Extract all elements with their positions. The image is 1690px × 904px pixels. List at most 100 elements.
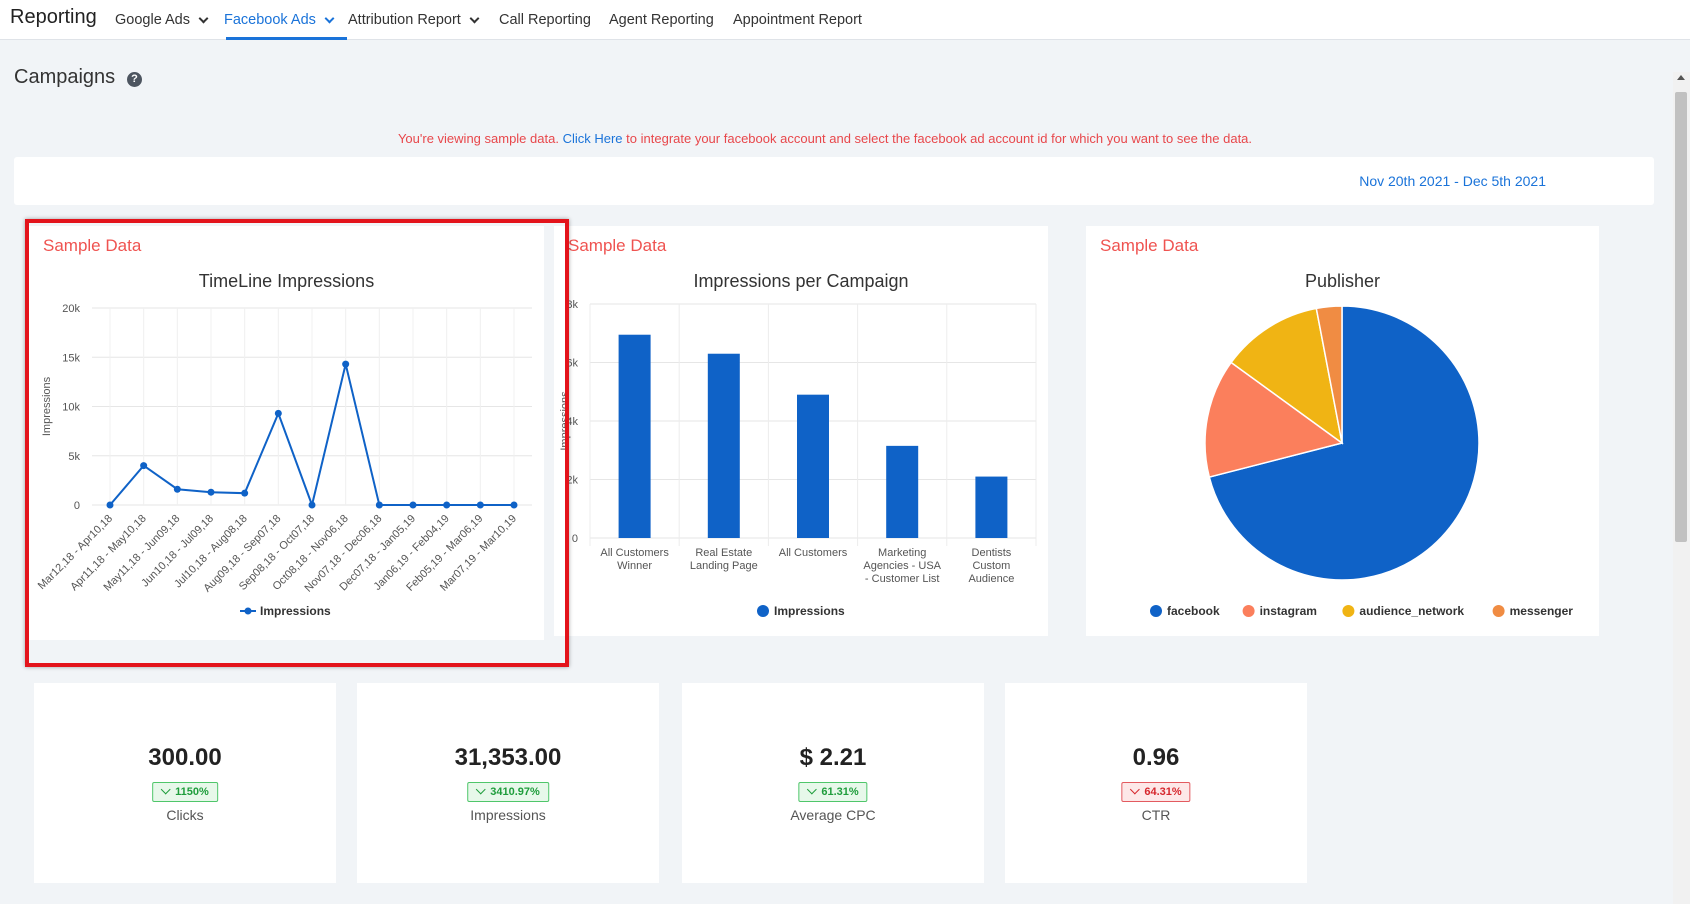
y-tick-label: 6k — [566, 358, 578, 370]
bar — [886, 445, 919, 538]
sample-data-label: Sample Data — [1100, 236, 1199, 255]
publisher-chart: facebook instagram audience_network messeng… — [1150, 305, 1574, 618]
sample-data-label: Sample Data — [43, 236, 142, 255]
x-tick-label: Real Estate — [695, 547, 752, 559]
chart-title: Publisher — [1304, 271, 1381, 291]
pie-slice-messenger — [1315, 305, 1343, 444]
stat-value: $ 2.21 — [799, 744, 867, 771]
pie-slice-facebook — [1208, 305, 1480, 581]
nav-attribution-report[interactable]: Attribution Report — [348, 9, 480, 31]
nav-label: Attribution Report — [348, 12, 461, 28]
bar — [975, 476, 1008, 538]
scroll-thumb[interactable] — [1675, 92, 1687, 542]
change-badge: 61.31% — [798, 782, 868, 802]
click-here-link[interactable]: Click Here — [562, 131, 623, 146]
legend-label: messenger — [1510, 604, 1574, 618]
nav-google-ads[interactable]: Google Ads — [115, 9, 209, 31]
y-axis-label: Impressions — [559, 391, 571, 451]
legend-label: facebook — [1167, 604, 1220, 618]
data-point — [173, 485, 181, 493]
nav-call-reporting[interactable]: Call Reporting — [499, 9, 591, 31]
sample-data-notice: You're viewing sample data. Click Here t… — [0, 131, 1650, 146]
stat-label: Clicks — [166, 807, 204, 823]
data-point — [207, 488, 215, 496]
pie-slice-audience_network — [1230, 307, 1344, 445]
chevron-down-icon — [324, 13, 335, 23]
chevron-down-icon — [160, 784, 171, 795]
legend-label: Impressions — [774, 604, 845, 618]
nav-label: Agent Reporting — [609, 12, 714, 28]
y-tick-label: 10k — [62, 402, 80, 414]
x-tick-label: Audience — [968, 573, 1014, 585]
stat-value: 31,353.00 — [454, 744, 562, 771]
legend-label: Impressions — [260, 604, 331, 618]
data-point — [443, 501, 451, 509]
chart-title: TimeLine Impressions — [198, 271, 375, 291]
notice-text: You're viewing sample data. — [397, 131, 559, 146]
change-value: 64.31% — [1144, 786, 1182, 798]
chart-title: Impressions per Campaign — [693, 271, 909, 291]
nav-label: Call Reporting — [499, 12, 591, 28]
nav-agent-reporting[interactable]: Agent Reporting — [609, 9, 714, 31]
stat-card-average-cpc: $ 2.21 61.31% Average CPC — [682, 683, 984, 883]
data-point — [510, 501, 518, 509]
page-title: Campaigns — [14, 66, 116, 88]
stat-card-clicks: 300.00 1150% Clicks — [34, 683, 336, 883]
sample-data-label: Sample Data — [568, 236, 667, 255]
data-point — [308, 501, 316, 509]
chevron-down-icon — [475, 784, 486, 795]
legend-marker — [244, 607, 252, 615]
legend-label: audience_network — [1359, 604, 1464, 618]
stat-value: 0.96 — [1132, 744, 1180, 771]
stat-card-impressions: 31,353.00 3410.97% Impressions — [357, 683, 659, 883]
x-tick-label: Custom — [972, 560, 1010, 572]
chevron-down-icon — [469, 13, 480, 23]
legend-marker — [1242, 605, 1255, 617]
x-tick-label: Dentists — [972, 547, 1012, 559]
y-tick-label: 2k — [566, 475, 578, 487]
change-badge: 64.31% — [1121, 782, 1191, 802]
y-axis-label: Impressions — [41, 376, 53, 436]
y-tick-label: 4k — [566, 416, 578, 428]
help-icon[interactable]: ? — [127, 72, 142, 87]
active-tab-indicator — [226, 37, 347, 40]
chevron-down-icon — [1129, 784, 1140, 795]
change-value: 61.31% — [821, 786, 859, 798]
x-tick-label: All Customers — [779, 547, 848, 559]
chevron-down-icon — [806, 784, 817, 795]
change-badge: 1150% — [152, 782, 218, 802]
scroll-up-icon[interactable] — [1677, 75, 1685, 80]
brand-title: Reporting — [10, 6, 97, 28]
bar — [618, 334, 651, 538]
data-point — [476, 501, 484, 509]
x-tick-label: Agencies - USA — [863, 560, 941, 572]
nav-facebook-ads[interactable]: Facebook Ads — [224, 9, 335, 31]
stat-card-ctr: 0.96 64.31% CTR — [1005, 683, 1307, 883]
y-tick-label: 20k — [62, 303, 80, 315]
data-point — [140, 462, 148, 470]
y-tick-label: 15k — [62, 352, 80, 364]
stat-value: 300.00 — [148, 744, 222, 771]
legend-label: instagram — [1260, 604, 1317, 618]
legend-marker — [1492, 605, 1505, 617]
nav-label: Appointment Report — [733, 12, 862, 28]
date-range-picker[interactable]: Nov 20th 2021 - Dec 5th 2021 — [1359, 173, 1546, 189]
bar — [797, 394, 829, 538]
page-scrollbar[interactable] — [1673, 72, 1690, 904]
x-tick-label: - Customer List — [865, 573, 940, 585]
legend-marker — [1150, 605, 1162, 617]
data-point — [409, 501, 417, 509]
chevron-down-icon — [198, 13, 209, 23]
x-tick-label: All Customers — [600, 547, 669, 559]
data-point — [375, 501, 383, 509]
y-tick-label: 8k — [566, 299, 578, 311]
impressions-per-campaign-card: Sample Data Impressions per Campaign 0 2k… — [554, 226, 1048, 636]
top-nav: Reporting Google Ads Facebook Ads Attrib… — [0, 0, 1690, 40]
nav-label: Google Ads — [115, 12, 190, 28]
nav-appointment-report[interactable]: Appointment Report — [733, 9, 862, 31]
stat-label: Average CPC — [790, 807, 876, 823]
bar — [707, 353, 740, 538]
pie-slice-instagram — [1204, 361, 1344, 478]
x-tick-label: Landing Page — [690, 560, 758, 572]
